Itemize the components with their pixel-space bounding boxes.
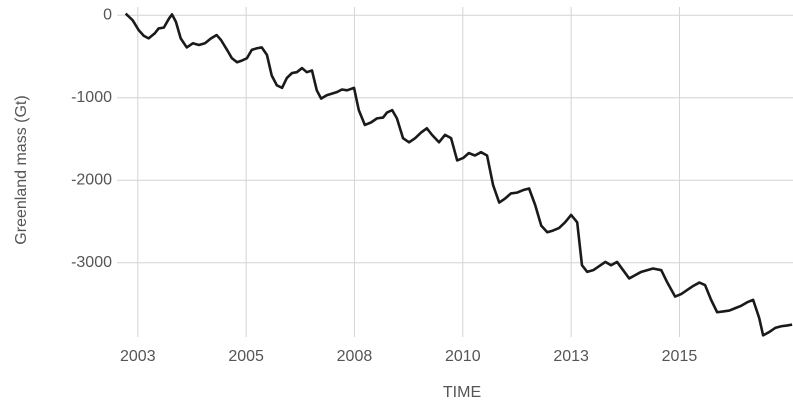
x-axis-title: TIME (443, 384, 481, 401)
y-tick-label: -1000 (71, 89, 112, 106)
y-tick-label: -3000 (71, 254, 112, 271)
y-axis-title: Greenland mass (Gt) (13, 95, 30, 244)
x-tick-label: 2010 (445, 348, 481, 365)
x-tick-label: 2005 (228, 348, 264, 365)
x-tick-label: 2015 (662, 348, 698, 365)
x-tick-label: 2008 (337, 348, 373, 365)
y-tick-label: 0 (103, 6, 112, 23)
data-line (124, 12, 793, 337)
x-tick-label: 2013 (553, 348, 589, 365)
y-tick-label: -2000 (71, 171, 112, 188)
x-tick-label: 2003 (120, 348, 156, 365)
